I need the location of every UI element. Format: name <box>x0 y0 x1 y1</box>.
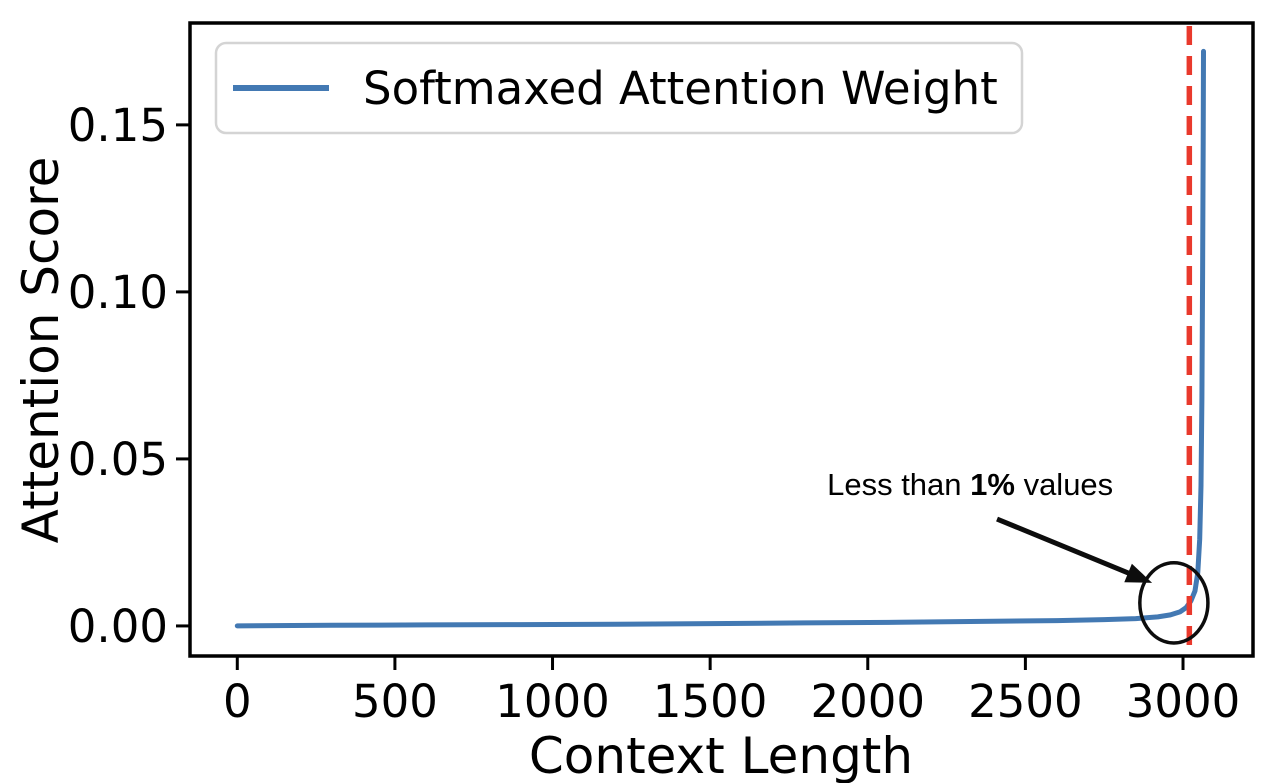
plot-frame <box>188 21 1255 658</box>
generated-overlay: 0 500 1000 1500 2000 2500 3000 0.00 0.05 0.10 0.15 <box>68 99 1240 728</box>
x-tick-label: 1500 <box>653 675 768 728</box>
legend-box <box>214 41 1024 135</box>
x-tick-label: 0 <box>223 675 252 728</box>
annotation-text-prefix: Less than <box>827 467 970 502</box>
annotation-arrow-head <box>1124 563 1153 583</box>
highlight-circle <box>1138 561 1210 645</box>
series-line <box>234 48 1206 629</box>
annotation-arrow-shaft <box>996 516 1132 577</box>
x-tick-label: 3000 <box>1126 675 1241 728</box>
y-tick-label: 0.10 <box>68 266 168 319</box>
annotation-text: Less than 1% values <box>827 467 1113 502</box>
x-tick-label: 1000 <box>495 675 610 728</box>
annotation-text-suffix: values <box>1015 467 1113 502</box>
y-tick-label: 0.00 <box>68 600 168 653</box>
x-tick-label: 2500 <box>968 675 1083 728</box>
y-tick-label: 0.05 <box>68 433 168 486</box>
annotation-text-bold: 1% <box>970 467 1015 502</box>
y-axis-label: Attention Score <box>12 157 70 544</box>
y-tick-label: 0.15 <box>68 99 168 152</box>
x-tick-label: 500 <box>352 675 438 728</box>
x-tick-label: 2000 <box>811 675 926 728</box>
legend: Softmaxed Attention Weight <box>214 41 1024 135</box>
generated-underlay <box>234 26 1206 654</box>
x-axis-label: Context Length <box>529 727 913 783</box>
legend-label: Softmaxed Attention Weight <box>363 62 998 115</box>
